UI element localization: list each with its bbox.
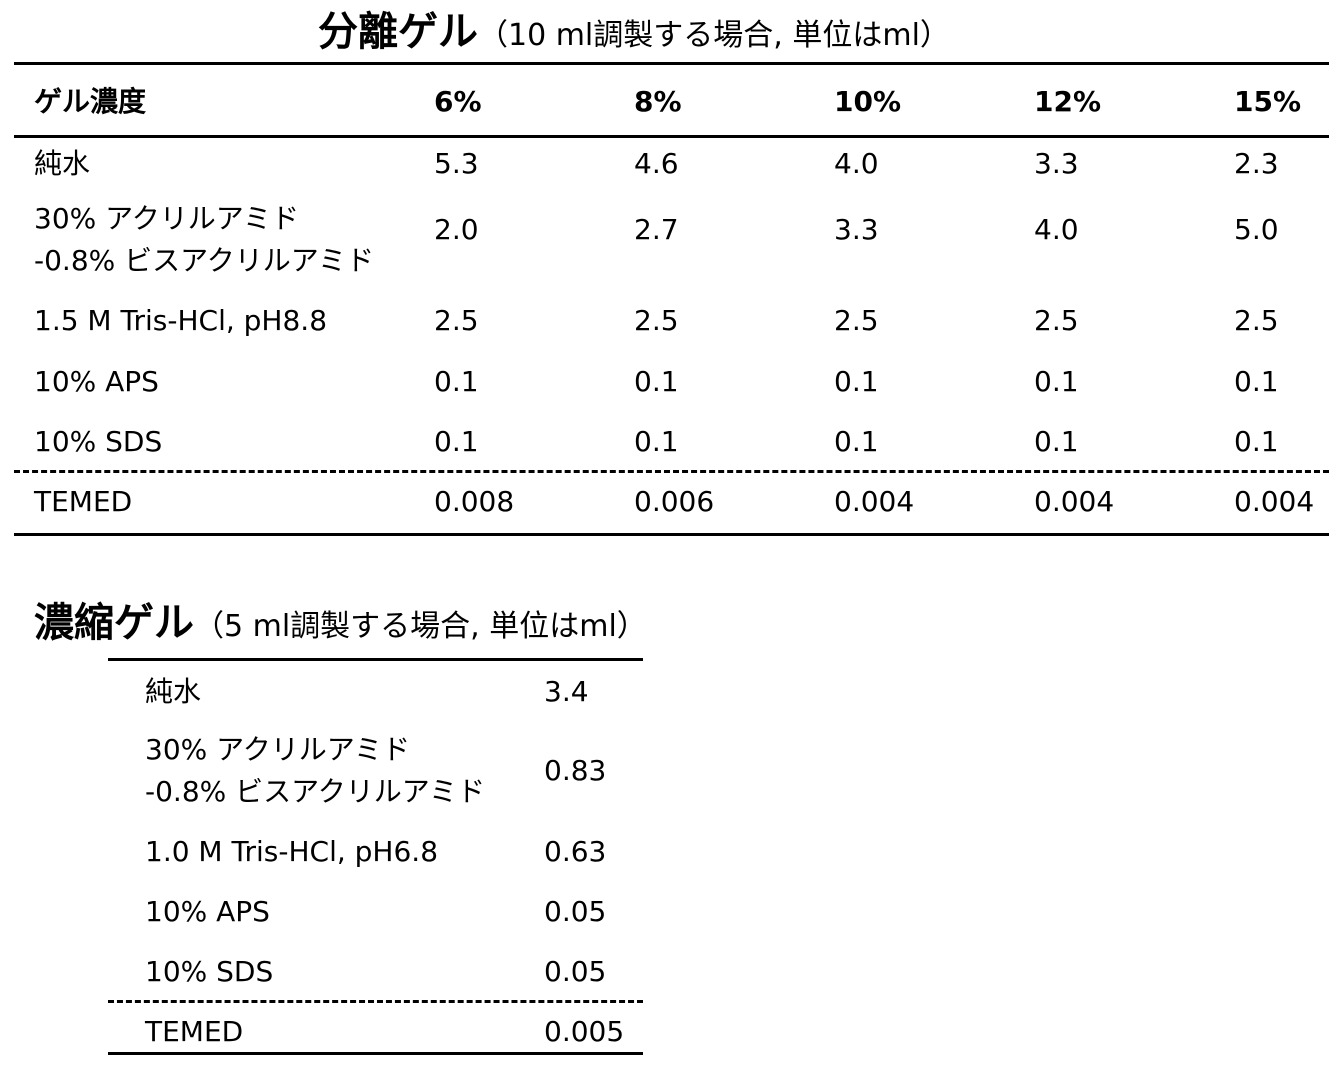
stack-value: 0.005 [544, 1015, 625, 1048]
stack-value: 0.05 [544, 895, 607, 928]
stack-row-label-water: 純水 [145, 675, 202, 708]
sep-row-label-sds: 10% SDS [34, 425, 163, 458]
sep-value: 0.1 [634, 365, 679, 398]
separating-table-dashed-rule [14, 470, 1329, 473]
stacking-table-dashed-rule [108, 1000, 643, 1003]
separating-gel-title-sub: （10 ml調製する場合, 単位はml） [478, 18, 950, 53]
stack-value: 3.4 [544, 675, 589, 708]
stack-row-label-aps: 10% APS [145, 895, 270, 928]
sep-value: 2.3 [1234, 147, 1279, 180]
sep-row-label-temed: TEMED [34, 485, 133, 518]
sep-row-label-acrylamide-line1: 30% アクリルアミド [34, 202, 300, 235]
stacking-table-bottom-rule [108, 1052, 643, 1055]
sep-value: 4.6 [634, 147, 679, 180]
header-conc-12: 12% [1034, 85, 1102, 118]
separating-table-bottom-rule [14, 533, 1329, 536]
separating-table-header-rule [14, 135, 1329, 138]
sep-row-label-acrylamide-line2: -0.8% ビスアクリルアミド [34, 244, 375, 277]
stack-row-label-acrylamide-line1: 30% アクリルアミド [145, 733, 411, 766]
header-conc-10: 10% [834, 85, 902, 118]
sep-value: 2.7 [634, 213, 679, 246]
sep-value: 2.5 [634, 304, 679, 337]
sep-value: 0.1 [434, 365, 479, 398]
sep-value: 0.1 [1234, 425, 1279, 458]
stack-value: 0.05 [544, 955, 607, 988]
sep-value: 0.1 [1034, 365, 1079, 398]
stack-value: 0.63 [544, 835, 607, 868]
sep-value: 0.1 [834, 425, 879, 458]
sep-value: 4.0 [834, 147, 879, 180]
sep-value: 0.1 [634, 425, 679, 458]
sep-value: 2.5 [1034, 304, 1079, 337]
sep-value: 3.3 [1034, 147, 1079, 180]
stack-value: 0.83 [544, 754, 607, 787]
separating-gel-title-main: 分離ゲル [318, 9, 478, 55]
sep-value: 0.1 [1234, 365, 1279, 398]
separating-table-top-rule [14, 62, 1329, 65]
sep-row-label-water: 純水 [34, 147, 91, 180]
stacking-gel-title-main: 濃縮ゲル [34, 600, 194, 646]
sep-value: 2.0 [434, 213, 479, 246]
stacking-gel-title: 濃縮ゲル（5 ml調製する場合, 単位はml） [34, 603, 647, 643]
sep-value: 0.1 [834, 365, 879, 398]
stack-row-label-sds: 10% SDS [145, 955, 274, 988]
header-conc-8: 8% [634, 85, 682, 118]
sep-value: 0.004 [834, 485, 915, 518]
separating-gel-title: 分離ゲル（10 ml調製する場合, 単位はml） [318, 12, 950, 52]
sep-value: 2.5 [834, 304, 879, 337]
sep-value: 2.5 [1234, 304, 1279, 337]
sep-row-label-aps: 10% APS [34, 365, 159, 398]
header-conc-15: 15% [1234, 85, 1302, 118]
sep-value: 3.3 [834, 213, 879, 246]
sep-value: 0.1 [1034, 425, 1079, 458]
sep-value: 0.004 [1234, 485, 1315, 518]
sep-row-label-tris: 1.5 M Tris-HCl, pH8.8 [34, 304, 328, 337]
sep-value: 0.004 [1034, 485, 1115, 518]
stack-row-label-acrylamide-line2: -0.8% ビスアクリルアミド [145, 775, 486, 808]
sep-value: 4.0 [1034, 213, 1079, 246]
sep-value: 0.006 [634, 485, 715, 518]
stack-row-label-temed: TEMED [145, 1015, 244, 1048]
sep-value: 0.008 [434, 485, 515, 518]
header-gel-concentration: ゲル濃度 [34, 85, 147, 118]
stacking-table-top-rule [108, 658, 643, 661]
sep-value: 5.3 [434, 147, 479, 180]
sep-value: 2.5 [434, 304, 479, 337]
stacking-gel-title-sub: （5 ml調製する場合, 単位はml） [194, 609, 647, 644]
header-conc-6: 6% [434, 85, 482, 118]
stack-row-label-tris: 1.0 M Tris-HCl, pH6.8 [145, 835, 439, 868]
sep-value: 0.1 [434, 425, 479, 458]
sep-value: 5.0 [1234, 213, 1279, 246]
